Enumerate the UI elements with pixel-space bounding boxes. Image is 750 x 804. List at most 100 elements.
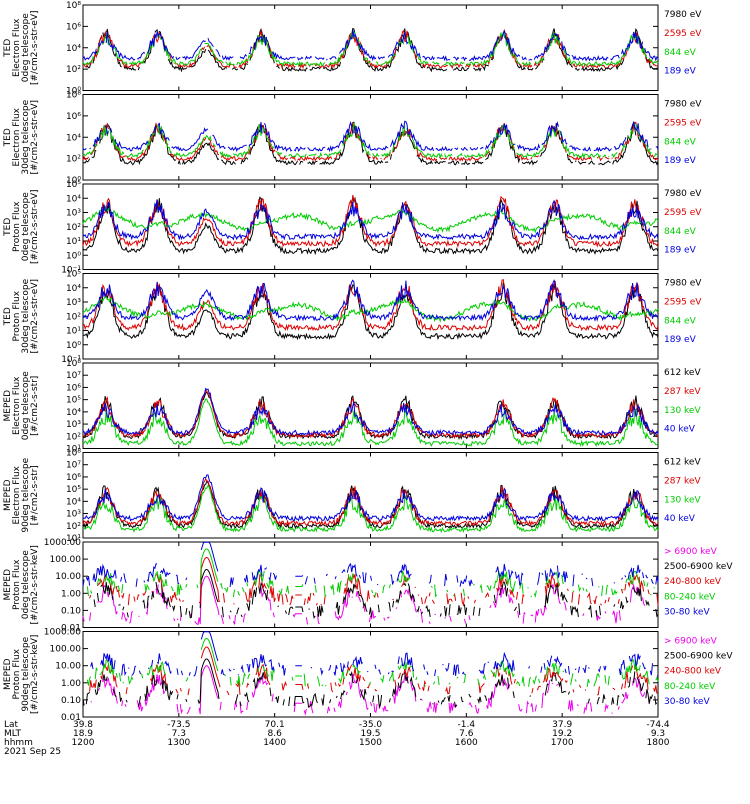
panel-6-ytick-label: 10⁷	[66, 461, 81, 471]
panel-4-legend-189-ev: 189 eV	[664, 335, 697, 345]
panel-5-ytick-label: 10³	[66, 420, 81, 430]
panel-8-series-240-800-kev	[89, 646, 658, 696]
panel-8-ytick-label: 0.10	[61, 696, 81, 706]
panel-6-ytick-label: 10⁶	[66, 473, 81, 483]
panel-1-ytick-label: 10⁸	[66, 1, 81, 11]
xaxis-value: 8.6	[268, 729, 283, 739]
panel-2-frame	[82, 94, 659, 181]
panel-5-series-130-kev	[82, 398, 659, 448]
panel-7-series-240-800-kev	[89, 556, 659, 607]
panel-3-legend-2595-ev: 2595 eV	[664, 208, 702, 218]
panel-2-ylabel-line: Electron Flux	[12, 107, 22, 166]
panel-6-legend-40-kev: 40 keV	[664, 514, 696, 524]
xaxis-value: 37.9	[552, 720, 572, 730]
panel-6-ylabel-line: [#/cm2-s-str]	[30, 465, 40, 525]
panel-3-series-189-ev	[82, 199, 659, 241]
xaxis-value: 1600	[455, 738, 478, 748]
panel-6-ylabel-line: MEPED	[3, 479, 13, 511]
panel-6-series-612-kev	[82, 480, 659, 530]
panel-6-legend-130-kev: 130 keV	[664, 495, 701, 505]
panel-7-ytick-label: 1000.00	[44, 538, 81, 548]
panel-7-legend-2500-6900-kev: 2500-6900 keV	[664, 562, 733, 572]
panel-1-legend-844-ev: 844 eV	[664, 48, 697, 58]
panel-6-ytick-label: 10⁸	[66, 449, 81, 459]
panel-6-ytick-label: 10⁴	[66, 497, 81, 507]
panel-3-ytick-label: 10²	[66, 223, 81, 233]
panel-7-ylabel-line: Proton Flux	[12, 559, 22, 610]
panel-6-ytick-label: 10¹	[66, 534, 81, 544]
panel-8-legend-30-80-kev: 30-80 keV	[664, 697, 710, 707]
panel-3-ytick-label: 10⁻¹	[61, 266, 81, 276]
panel-4-legend-7980-ev: 7980 eV	[664, 279, 702, 289]
panel-8-series-2500-6900-kev	[82, 658, 658, 709]
panel-2-ytick-label: 10⁸	[66, 91, 81, 101]
xaxis-value: 19.2	[552, 729, 572, 739]
xaxis-row-label-lat: Lat	[4, 720, 19, 730]
panel-4-ytick-label: 10⁰	[66, 341, 81, 351]
panel-1-ytick-label: 10⁰	[66, 87, 81, 97]
panel-2-legend-7980-ev: 7980 eV	[664, 100, 702, 110]
panel-3-ylabel-line: Proton Flux	[12, 201, 22, 252]
panel-3-ylabel-line: [#/cm2-s-str-eV]	[30, 189, 40, 264]
panel-3-ylabel-line: TED	[3, 218, 13, 237]
panel-4-legend-844-ev: 844 eV	[664, 316, 697, 326]
xaxis-value: 1800	[647, 738, 670, 748]
panel-1-ytick-label: 10⁶	[66, 22, 81, 32]
xaxis-value: 9.3	[651, 729, 665, 739]
panel-8-ytick-label: 0.01	[61, 713, 81, 723]
panel-4-ytick-label: 10¹	[66, 327, 81, 337]
panel-7-ytick-label: 0.01	[61, 624, 81, 634]
panel-5-ytick-label: 10⁸	[66, 359, 81, 369]
panel-4-ytick-label: 10⁵	[66, 270, 81, 280]
xaxis-value: -74.4	[646, 720, 670, 730]
panel-6-ylabel-line: Electron Flux	[12, 465, 22, 524]
panel-6-series-40-kev	[82, 474, 659, 523]
panel-3-legend-844-ev: 844 eV	[664, 227, 697, 237]
xaxis-value: 1500	[359, 738, 382, 748]
panel-8-legend-240-800-kev: 240-800 keV	[664, 667, 722, 677]
panel-3-ylabel-line: 0deg telescope	[21, 192, 31, 262]
panel-7-legend-240-800-kev: 240-800 keV	[664, 577, 722, 587]
panel-1-legend-2595-ev: 2595 eV	[664, 29, 702, 39]
panel-1-ytick-label: 10⁴	[66, 44, 81, 54]
panel-8-series--6900-kev	[91, 666, 656, 714]
xaxis-row-label-mlt: MLT	[4, 729, 22, 739]
panel-5-ytick-label: 10⁷	[66, 371, 81, 381]
panel-4-ytick-label: 10²	[66, 312, 81, 322]
xaxis-value: 1700	[551, 738, 574, 748]
panel-7-legend--6900-kev: > 6900 keV	[664, 547, 718, 557]
panel-2-ylabel-line: [#/cm2-s-str-eV]	[30, 100, 40, 175]
panel-5-series-40-kev	[82, 387, 659, 436]
panel-3-ytick-label: 10⁰	[66, 251, 81, 261]
panel-5-legend-287-kev: 287 keV	[664, 387, 701, 397]
panel-2-series-2595-ev	[82, 121, 659, 162]
panel-8-ytick-label: 100.00	[50, 645, 82, 655]
panel-8-ylabel-line: [#/cm2-s-str-keV]	[30, 635, 40, 714]
panel-7-legend-80-240-kev: 80-240 keV	[664, 592, 716, 602]
panel-3-ytick-label: 10⁵	[66, 180, 81, 190]
xaxis-value: 7.3	[172, 729, 186, 739]
panel-6-ylabel-line: 90deg telescope	[21, 457, 31, 532]
xaxis-value: -73.5	[167, 720, 190, 730]
panel-7-ytick-label: 1.00	[61, 589, 81, 599]
panel-8-ytick-label: 1000.00	[44, 628, 81, 638]
panel-3-legend-189-ev: 189 eV	[664, 246, 697, 256]
panel-1-series-2595-ev	[82, 28, 659, 70]
panel-1-series-189-ev	[82, 29, 659, 62]
panel-7-legend-30-80-kev: 30-80 keV	[664, 607, 710, 617]
panel-2-legend-844-ev: 844 eV	[664, 137, 697, 147]
panel-5-legend-40-kev: 40 keV	[664, 425, 696, 435]
xaxis-value: 1300	[167, 738, 190, 748]
panel-8-series-80-240-kev	[86, 637, 659, 687]
panel-6-ytick-label: 10³	[66, 510, 81, 520]
panel-1-legend-7980-ev: 7980 eV	[664, 10, 702, 20]
panel-2-ytick-label: 10²	[66, 155, 81, 165]
panel-6-ytick-label: 10²	[66, 522, 81, 532]
panel-8-legend-2500-6900-kev: 2500-6900 keV	[664, 652, 733, 662]
panel-3-ytick-label: 10⁴	[66, 194, 81, 204]
panel-4-ylabel-line: 30deg telescope	[21, 278, 31, 353]
panel-5-ytick-label: 10⁶	[66, 383, 81, 393]
xaxis-value: 18.9	[73, 729, 93, 739]
panel-1-frame	[82, 4, 659, 91]
panel-8-ylabel-line: 90deg telescope	[21, 636, 31, 711]
